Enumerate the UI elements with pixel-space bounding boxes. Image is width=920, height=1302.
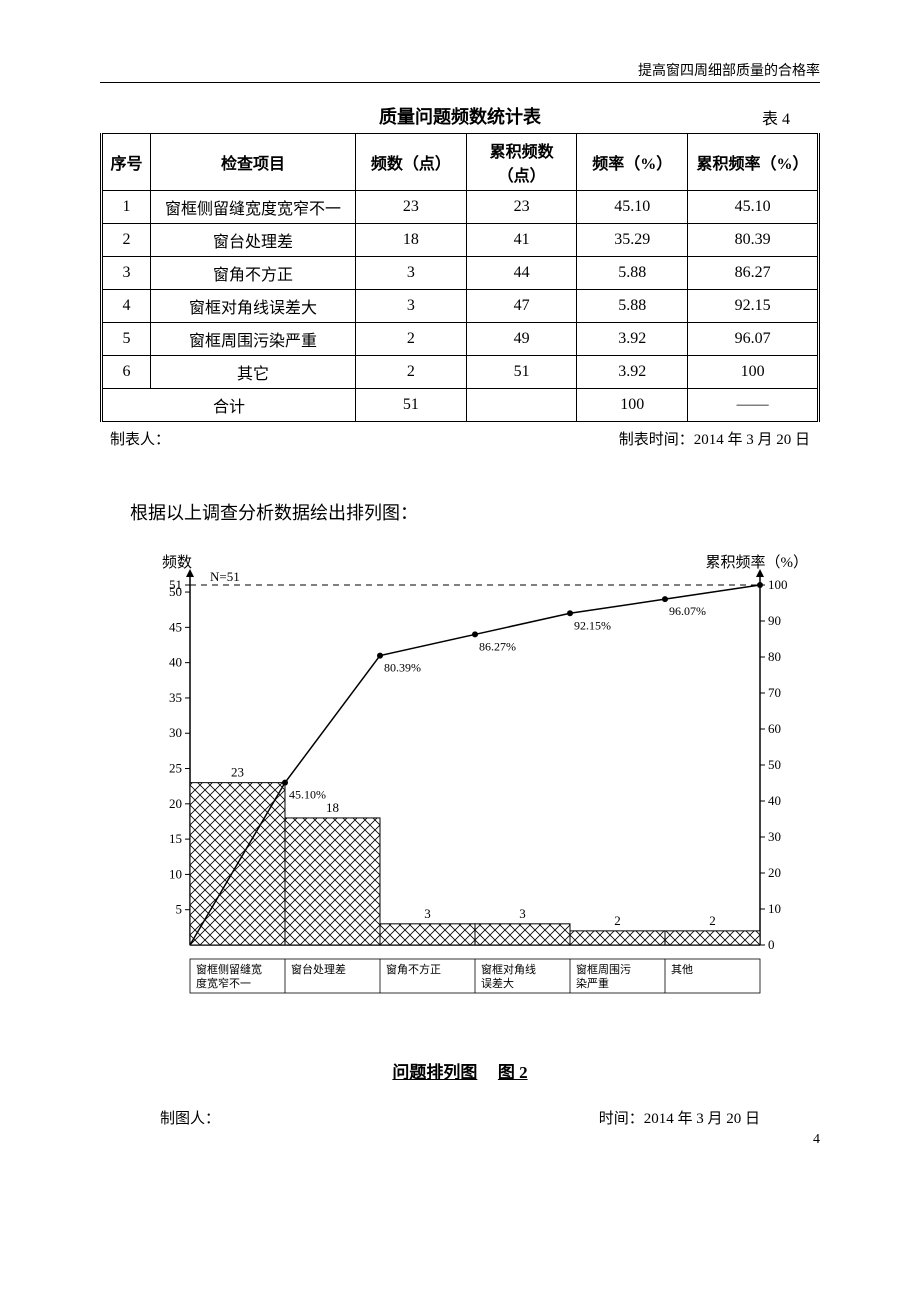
pareto-chart: 频数累积频率（%）5101520253035404550510102030405… (120, 545, 820, 1035)
svg-text:20: 20 (768, 865, 781, 880)
svg-text:30: 30 (768, 829, 781, 844)
svg-text:N=51: N=51 (210, 569, 240, 584)
svg-text:10: 10 (768, 901, 781, 916)
svg-text:23: 23 (231, 765, 244, 780)
svg-text:100: 100 (768, 577, 788, 592)
table-title: 质量问题频数统计表 (379, 103, 541, 129)
svg-text:92.15%: 92.15% (574, 618, 611, 632)
frequency-table: 序号 检查项目 频数（点） 累积频数（点） 频率（%） 累积频率（%） 1窗框侧… (100, 133, 820, 422)
chart-date: 时间：2014 年 3 月 20 日 (599, 1107, 760, 1128)
table-row: 2窗台处理差184135.2980.39 (102, 224, 819, 257)
th-cumrate: 累积频率（%） (688, 134, 819, 191)
chart-maker: 制图人： (160, 1107, 220, 1128)
table-maker: 制表人： (110, 428, 170, 449)
page-number: 4 (813, 1132, 820, 1148)
svg-text:96.07%: 96.07% (669, 604, 706, 618)
svg-text:窗框周围污: 窗框周围污 (576, 962, 631, 976)
svg-text:窗框侧留缝宽: 窗框侧留缝宽 (196, 962, 262, 976)
svg-text:2: 2 (614, 913, 621, 928)
svg-text:15: 15 (169, 831, 182, 846)
svg-text:50: 50 (768, 757, 781, 772)
table-row: 1窗框侧留缝宽度宽窄不一232345.1045.10 (102, 191, 819, 224)
table-number: 表 4 (762, 105, 790, 129)
svg-text:86.27%: 86.27% (479, 639, 516, 653)
svg-text:18: 18 (326, 800, 339, 815)
svg-text:80: 80 (768, 649, 781, 664)
svg-text:窗角不方正: 窗角不方正 (386, 962, 441, 976)
table-row: 5窗框周围污染严重2493.9296.07 (102, 323, 819, 356)
svg-text:51: 51 (169, 577, 182, 592)
th-seq: 序号 (102, 134, 151, 191)
svg-text:45: 45 (169, 619, 182, 634)
divider (100, 82, 820, 83)
svg-text:度宽窄不一: 度宽窄不一 (196, 976, 251, 990)
svg-text:3: 3 (519, 906, 526, 921)
running-header: 提高窗四周细部质量的合格率 (100, 60, 820, 80)
svg-text:45.10%: 45.10% (289, 788, 326, 802)
th-rate: 频率（%） (577, 134, 688, 191)
svg-text:染严重: 染严重 (576, 976, 609, 990)
svg-text:频数: 频数 (162, 554, 192, 571)
svg-text:60: 60 (768, 721, 781, 736)
svg-text:窗台处理差: 窗台处理差 (291, 962, 346, 976)
th-freq: 频数（点） (356, 134, 467, 191)
th-cumfreq: 累积频数（点） (466, 134, 577, 191)
svg-text:误差大: 误差大 (481, 976, 514, 990)
svg-text:2: 2 (709, 913, 716, 928)
svg-text:80.39%: 80.39% (384, 661, 421, 675)
section-intro: 根据以上调查分析数据绘出排列图： (130, 499, 820, 525)
th-item: 检查项目 (151, 134, 356, 191)
svg-text:0: 0 (768, 937, 775, 952)
chart-caption: 问题排列图 图 2 (100, 1058, 820, 1083)
svg-text:窗框对角线: 窗框对角线 (481, 962, 536, 976)
svg-text:累积频率（%）: 累积频率（%） (706, 554, 809, 571)
table-row: 6其它2513.92100 (102, 356, 819, 389)
svg-text:其他: 其他 (671, 963, 693, 976)
svg-text:70: 70 (768, 685, 781, 700)
table-total-row: 合计 51 100 —— (102, 389, 819, 422)
svg-text:40: 40 (169, 655, 182, 670)
table-row: 4窗框对角线误差大3475.8892.15 (102, 290, 819, 323)
svg-text:30: 30 (169, 725, 182, 740)
svg-text:90: 90 (768, 613, 781, 628)
svg-text:40: 40 (768, 793, 781, 808)
table-body: 1窗框侧留缝宽度宽窄不一232345.1045.10 2窗台处理差184135.… (102, 191, 819, 422)
svg-text:35: 35 (169, 690, 182, 705)
svg-text:5: 5 (176, 902, 183, 917)
svg-text:25: 25 (169, 761, 182, 776)
table-row: 3窗角不方正3445.8886.27 (102, 257, 819, 290)
table-date: 制表时间：2014 年 3 月 20 日 (619, 428, 810, 449)
svg-text:20: 20 (169, 796, 182, 811)
svg-text:3: 3 (424, 906, 431, 921)
svg-text:10: 10 (169, 866, 182, 881)
